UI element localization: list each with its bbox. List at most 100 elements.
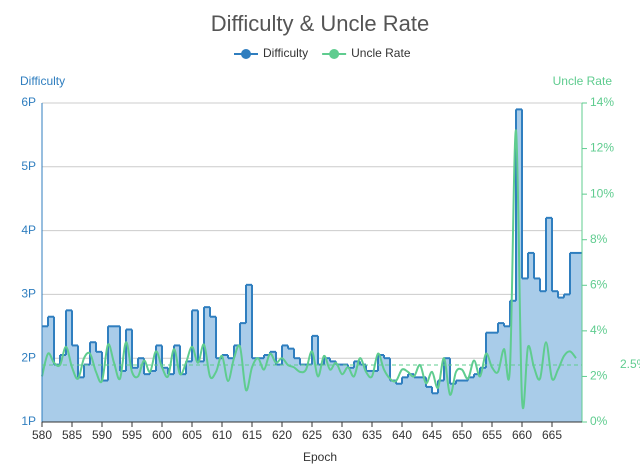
difficulty-area <box>228 358 234 422</box>
x-tick-label: 635 <box>362 428 382 442</box>
difficulty-area <box>402 377 408 422</box>
difficulty-area <box>294 358 300 422</box>
legend-label: Difficulty <box>263 46 308 60</box>
difficulty-area <box>144 374 150 422</box>
y-axis-title: Difficulty <box>20 74 65 88</box>
difficulty-area <box>168 374 174 422</box>
x-tick-label: 580 <box>32 428 52 442</box>
difficulty-area <box>522 278 528 422</box>
x-tick-label: 655 <box>482 428 502 442</box>
difficulty-area <box>48 316 54 422</box>
y2-tick-label: 0% <box>590 414 608 428</box>
difficulty-area <box>450 383 456 422</box>
x-tick-label: 645 <box>422 428 442 442</box>
x-tick-label: 660 <box>512 428 532 442</box>
difficulty-area <box>42 326 48 422</box>
difficulty-area <box>354 361 360 422</box>
difficulty-area <box>360 364 366 422</box>
difficulty-area <box>330 361 336 422</box>
difficulty-area <box>324 358 330 422</box>
y2-tick-label: 14% <box>590 95 614 109</box>
y2-axis-title: Uncle Rate <box>553 74 613 88</box>
difficulty-area <box>498 323 504 422</box>
difficulty-area <box>534 278 540 422</box>
difficulty-area <box>384 358 390 422</box>
difficulty-area <box>462 380 468 422</box>
difficulty-area <box>60 355 66 422</box>
difficulty-area <box>432 393 438 422</box>
difficulty-area <box>426 386 432 422</box>
y-tick-label: 3P <box>21 287 36 301</box>
x-tick-label: 665 <box>542 428 562 442</box>
difficulty-area <box>84 364 90 422</box>
x-tick-label: 620 <box>272 428 292 442</box>
difficulty-area <box>174 345 180 422</box>
difficulty-area <box>528 252 534 422</box>
y-tick-label: 5P <box>21 159 36 173</box>
difficulty-area <box>390 380 396 422</box>
difficulty-area <box>78 377 84 422</box>
y2-tick-label: 6% <box>590 277 608 291</box>
difficulty-area <box>192 310 198 422</box>
difficulty-area <box>576 252 582 422</box>
difficulty-area <box>150 370 156 422</box>
difficulty-area <box>372 370 378 422</box>
difficulty-area <box>252 358 258 422</box>
difficulty-area <box>210 316 216 422</box>
difficulty-area <box>510 300 516 422</box>
difficulty-area <box>222 355 228 422</box>
difficulty-area <box>108 326 114 422</box>
y2-tick-label: 4% <box>590 323 608 337</box>
difficulty-area <box>132 367 138 422</box>
x-tick-label: 590 <box>92 428 112 442</box>
x-tick-label: 585 <box>62 428 82 442</box>
y2-tick-label: 8% <box>590 232 608 246</box>
difficulty-area <box>234 345 240 422</box>
y-tick-label: 6P <box>21 95 36 109</box>
difficulty-area <box>492 332 498 422</box>
y-tick-label: 1P <box>21 414 36 428</box>
difficulty-area <box>474 374 480 422</box>
difficulty-area <box>558 297 564 422</box>
difficulty-area <box>216 358 222 422</box>
y2-tick-label: 10% <box>590 186 614 200</box>
legend-label: Uncle Rate <box>351 46 411 60</box>
legend-marker <box>241 49 251 59</box>
difficulty-area <box>570 252 576 422</box>
difficulty-area <box>126 329 132 422</box>
difficulty-area <box>198 361 204 422</box>
difficulty-area <box>162 367 168 422</box>
difficulty-area <box>54 364 60 422</box>
x-tick-label: 615 <box>242 428 262 442</box>
difficulty-area <box>156 345 162 422</box>
x-tick-label: 605 <box>182 428 202 442</box>
x-tick-label: 640 <box>392 428 412 442</box>
difficulty-area <box>264 355 270 422</box>
x-tick-label: 650 <box>452 428 472 442</box>
difficulty-area <box>480 367 486 422</box>
difficulty-area <box>420 377 426 422</box>
uncle-rate-line <box>41 129 577 410</box>
difficulty-area <box>270 351 276 422</box>
difficulty-area <box>90 342 96 422</box>
difficulty-area <box>444 358 450 422</box>
difficulty-area <box>414 377 420 422</box>
difficulty-area <box>300 364 306 422</box>
y-tick-label: 2P <box>21 350 36 364</box>
difficulty-area <box>348 367 354 422</box>
mark-line-label: 2.5% <box>620 357 640 371</box>
difficulty-area <box>288 348 294 422</box>
x-tick-label: 610 <box>212 428 232 442</box>
x-axis-title: Epoch <box>303 450 337 464</box>
difficulty-area <box>438 380 444 422</box>
difficulty-area <box>186 361 192 422</box>
y2-tick-label: 12% <box>590 141 614 155</box>
difficulty-area <box>306 364 312 422</box>
difficulty-area <box>180 374 186 422</box>
x-tick-label: 600 <box>152 428 172 442</box>
x-tick-label: 595 <box>122 428 142 442</box>
chart-title: Difficulty & Uncle Rate <box>211 11 429 36</box>
difficulty-area <box>366 370 372 422</box>
